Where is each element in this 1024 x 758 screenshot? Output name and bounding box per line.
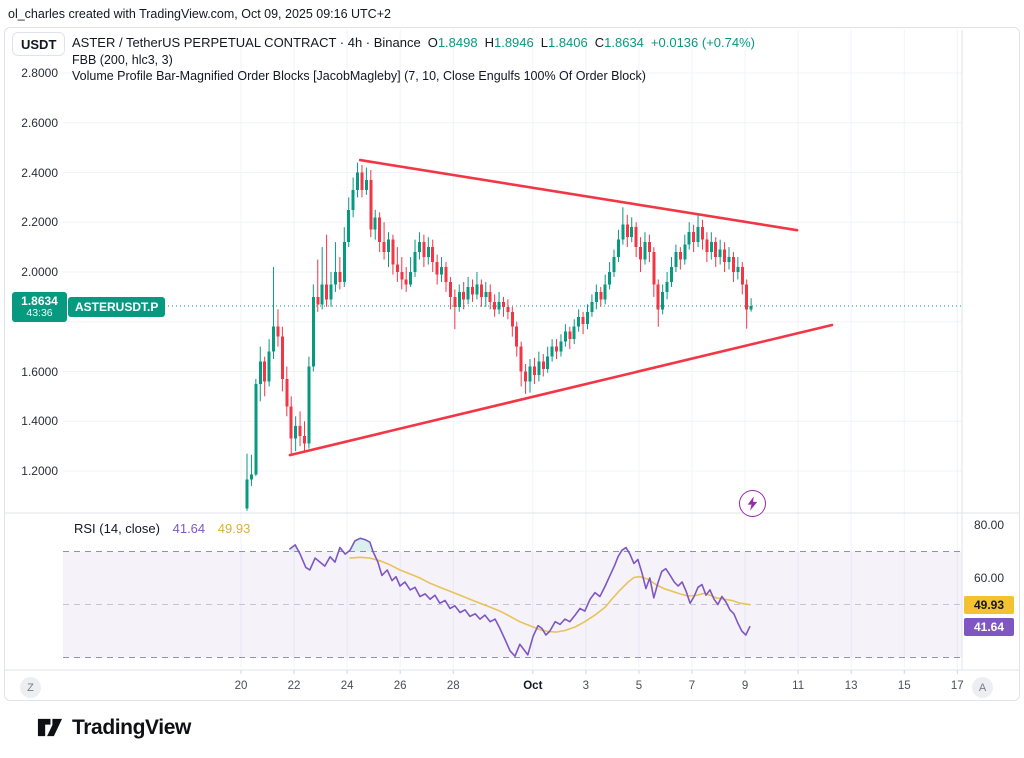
- time-axis-label: 20: [234, 680, 248, 692]
- price-axis-label: 1.4000: [21, 414, 58, 429]
- rsi-axis-label: 80.00: [973, 518, 1005, 532]
- change-value: +0.0136 (+0.74%): [650, 35, 755, 50]
- currency-badge[interactable]: USDT: [12, 32, 66, 56]
- time-axis-label: Oct: [523, 680, 543, 692]
- time-axis-label: 3: [582, 680, 590, 692]
- time-axis-label: 11: [792, 680, 805, 692]
- time-axis-label: 5: [635, 680, 643, 692]
- open-label: O: [427, 35, 438, 50]
- last-price-badge: 1.8634 43:36: [12, 292, 67, 322]
- rsi-value-badge: 49.93: [964, 595, 1014, 614]
- rsi-axis-label: 60.00: [973, 571, 1005, 585]
- price-axis-label: 1.2000: [21, 464, 58, 478]
- indicator-legend-fbb: FBB (200, hlc3, 3): [72, 52, 173, 67]
- tradingview-wordmark: TradingView: [72, 715, 191, 739]
- price-axis-label: 1.6000: [21, 364, 58, 379]
- rsi-ma-value: 49.93: [217, 521, 251, 536]
- last-price-value: 1.8634: [21, 293, 58, 308]
- price-axis-label: 2.4000: [21, 165, 58, 180]
- time-axis-label: 28: [446, 680, 460, 692]
- time-axis-label: 26: [393, 680, 407, 692]
- high-label: H: [484, 35, 494, 50]
- price-axis-label: 2.0000: [21, 265, 58, 279]
- tradingview-logo-icon: [37, 718, 63, 737]
- bar-countdown: 43:36: [26, 306, 53, 319]
- symbol-title: ASTER / TetherUS PERPETUAL CONTRACT · 4h…: [72, 35, 421, 50]
- high-value: 1.8946: [493, 35, 534, 50]
- time-axis-label: 22: [287, 680, 301, 692]
- range-end-marker: A: [972, 677, 993, 698]
- flash-marker-icon[interactable]: [739, 490, 766, 517]
- price-axis-label: 2.6000: [21, 115, 58, 130]
- lightning-bolt-icon: [747, 496, 758, 511]
- price-axis-label: 2.2000: [21, 215, 58, 230]
- time-axis-label: 17: [950, 680, 964, 692]
- close-value: 1.8634: [604, 35, 644, 50]
- range-start-marker: Z: [20, 677, 41, 698]
- time-axis-label: 7: [688, 680, 696, 692]
- rsi-legend-title: RSI (14, close): [74, 521, 160, 536]
- indicator-legend-volume-profile: Volume Profile Bar-Magnified Order Block…: [72, 68, 646, 83]
- time-axis-label: 13: [844, 680, 858, 692]
- rsi-value-badge: 41.64: [964, 617, 1014, 636]
- tradingview-logo[interactable]: TradingView: [36, 714, 191, 741]
- low-label: L: [540, 35, 548, 50]
- time-axis-label: 15: [897, 680, 911, 692]
- time-axis-label: 24: [340, 680, 354, 692]
- symbol-legend: ASTER / TetherUS PERPETUAL CONTRACT · 4h…: [72, 35, 755, 50]
- rsi-legend: RSI (14, close) 41.64 49.93: [74, 521, 250, 536]
- open-value: 1.8498: [437, 35, 478, 50]
- price-axis-label: 2.8000: [21, 66, 58, 80]
- low-value: 1.8406: [547, 35, 588, 50]
- close-label: C: [594, 35, 605, 50]
- attribution-text: ol_charles created with TradingView.com,…: [8, 7, 391, 21]
- symbol-name-badge: ASTERUSDT.P: [68, 297, 166, 317]
- time-axis-label: 9: [741, 680, 749, 692]
- rsi-value: 41.64: [172, 521, 206, 536]
